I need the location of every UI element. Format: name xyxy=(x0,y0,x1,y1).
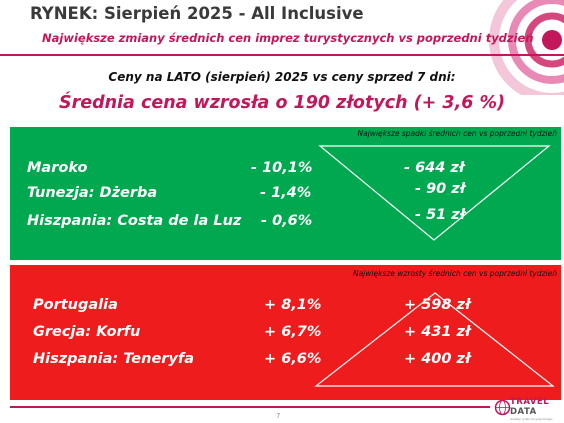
page-subtitle: Największe zmiany średnich cen imprez tu… xyxy=(42,31,534,45)
increase-amount: + 400 zł xyxy=(404,351,471,367)
logo-text-travel: TRAVEL xyxy=(510,397,550,407)
decrease-destination: Maroko xyxy=(27,160,88,176)
increase-amount: + 431 zł xyxy=(404,324,471,340)
increase-destination: Portugalia xyxy=(33,297,118,313)
decorative-circles xyxy=(489,0,564,95)
increase-destination: Hiszpania: Teneryfa xyxy=(33,351,194,367)
travel-data-logo: TRAVEL DATA Analizy rynku turystycznego xyxy=(494,397,560,421)
decrease-destination: Tunezja: Dżerba xyxy=(27,185,158,201)
decrease-percent: - 1,4% xyxy=(260,185,312,201)
page-title: RYNEK: Sierpień 2025 - All Inclusive xyxy=(30,4,364,23)
increases-panel: Największe wzrosty średnich cen vs poprz… xyxy=(10,265,561,400)
logo-tagline: Analizy rynku turystycznego xyxy=(510,417,553,421)
decrease-percent: - 10,1% xyxy=(251,160,313,176)
decreases-panel: Największe spadki średnich cen vs poprze… xyxy=(10,127,561,260)
down-triangle-shape xyxy=(318,145,551,241)
up-triangle-shape xyxy=(314,292,555,387)
average-change: Średnia cena wzrosła o 190 złotych (+ 3,… xyxy=(58,93,506,113)
logo-text-data: DATA xyxy=(510,407,537,417)
comparison-heading: Ceny na LATO (sierpień) 2025 vs ceny spr… xyxy=(108,70,456,84)
decreases-note: Największe spadki średnich cen vs poprze… xyxy=(357,129,557,138)
decrease-amount: - 51 zł xyxy=(415,207,466,223)
increase-destination: Grecja: Korfu xyxy=(33,324,141,340)
increase-percent: + 6,6% xyxy=(264,351,322,367)
footer-divider xyxy=(10,406,490,408)
page-number: 7 xyxy=(276,412,281,420)
globe-icon xyxy=(494,399,511,416)
decrease-amount: - 644 zł xyxy=(404,160,465,176)
increase-amount: + 598 zł xyxy=(404,297,471,313)
increases-note: Największe wzrosty średnich cen vs poprz… xyxy=(352,269,557,278)
decrease-amount: - 90 zł xyxy=(415,181,466,197)
header-divider xyxy=(0,54,564,56)
increase-percent: + 6,7% xyxy=(264,324,322,340)
decrease-percent: - 0,6% xyxy=(261,213,313,229)
decrease-destination: Hiszpania: Costa de la Luz xyxy=(27,213,242,229)
increase-percent: + 8,1% xyxy=(264,297,322,313)
